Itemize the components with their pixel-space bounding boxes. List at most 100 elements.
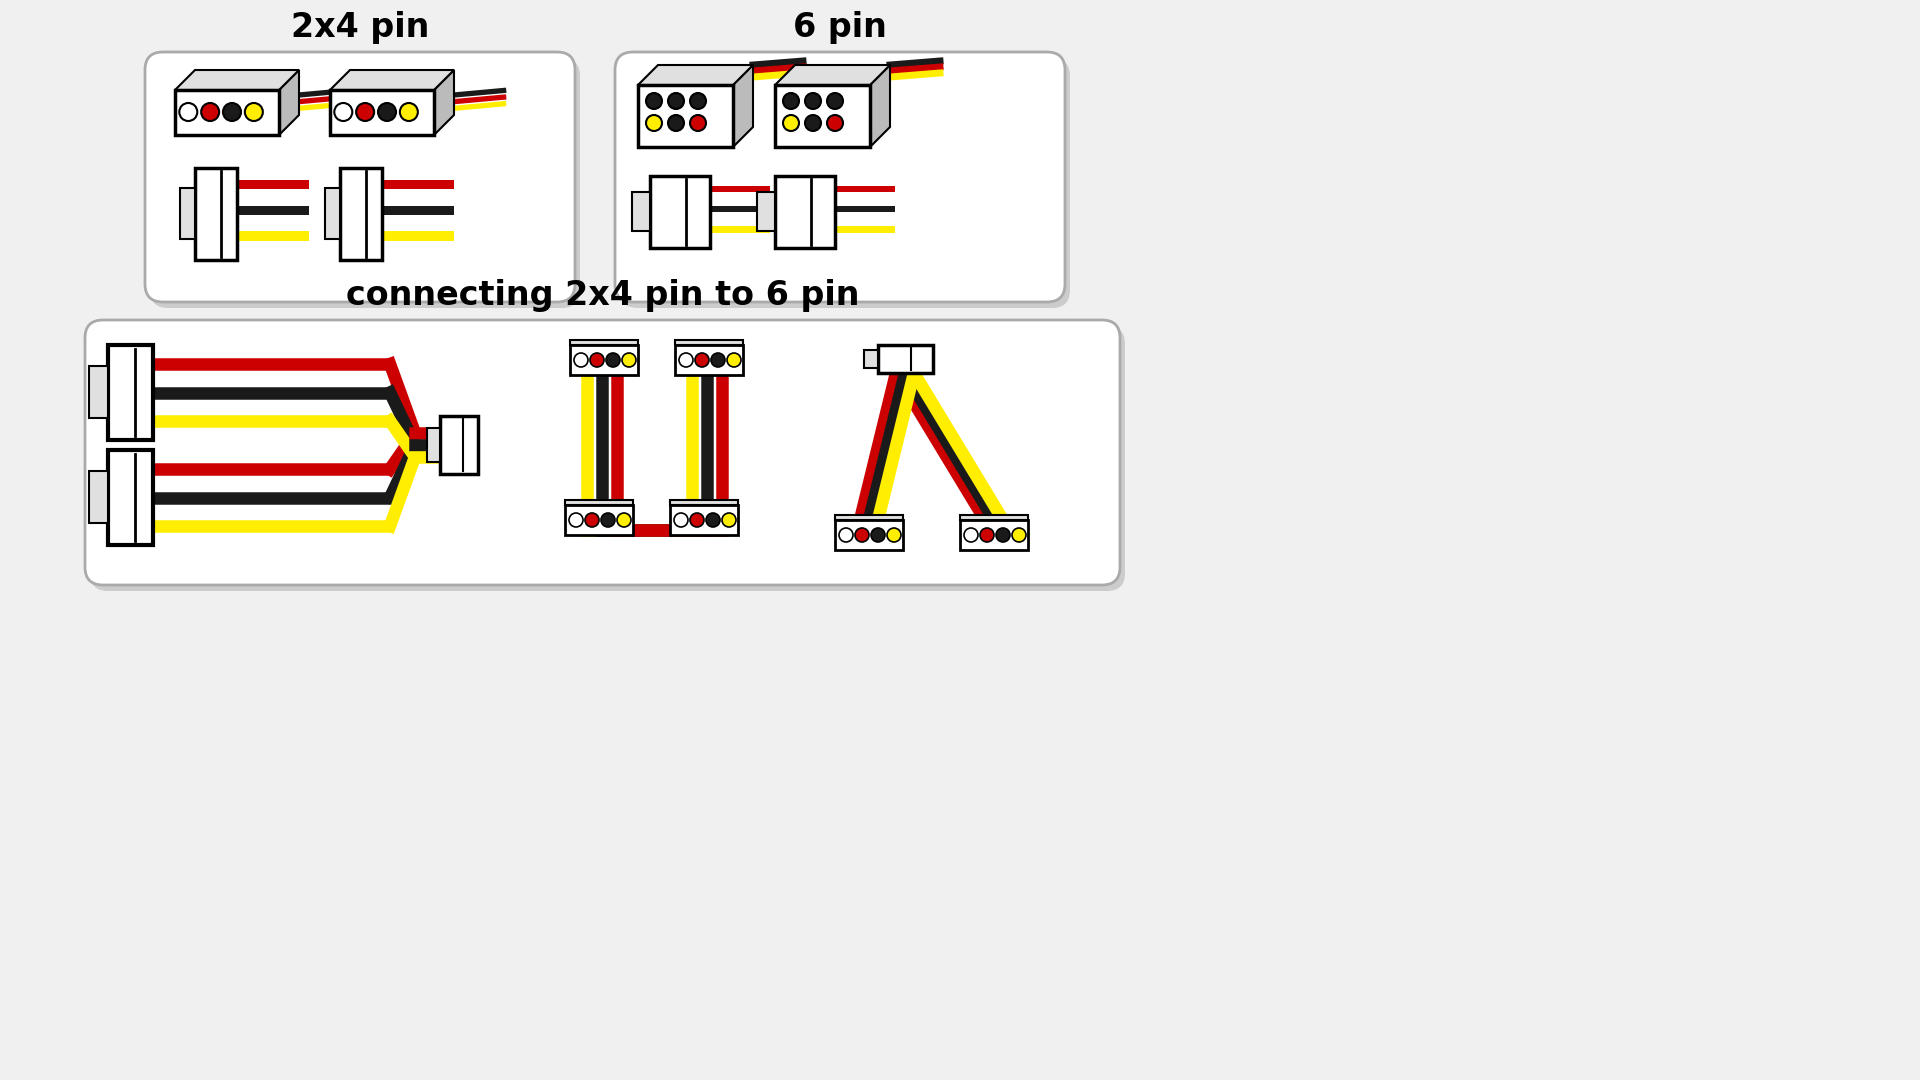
Bar: [108, 450, 154, 545]
Circle shape: [964, 528, 977, 542]
Bar: [426, 428, 440, 462]
Circle shape: [839, 528, 852, 542]
Polygon shape: [733, 65, 753, 147]
Circle shape: [568, 513, 584, 527]
Circle shape: [645, 93, 662, 109]
Bar: [236, 231, 309, 241]
Polygon shape: [434, 70, 453, 135]
Circle shape: [783, 114, 799, 131]
Bar: [632, 192, 651, 231]
Bar: [835, 186, 895, 192]
Bar: [776, 176, 835, 248]
Bar: [570, 345, 637, 375]
Bar: [676, 345, 743, 375]
Polygon shape: [175, 70, 300, 90]
Bar: [236, 180, 309, 189]
Circle shape: [722, 513, 735, 527]
Bar: [651, 176, 710, 248]
Bar: [670, 500, 737, 505]
Bar: [710, 226, 770, 232]
Bar: [236, 205, 309, 215]
Circle shape: [804, 93, 822, 109]
Bar: [710, 186, 770, 192]
Bar: [676, 340, 743, 345]
Circle shape: [804, 114, 822, 131]
Circle shape: [589, 353, 605, 367]
Circle shape: [645, 114, 662, 131]
Circle shape: [607, 353, 620, 367]
Bar: [710, 206, 770, 213]
Bar: [175, 90, 278, 135]
Bar: [864, 350, 877, 368]
Bar: [564, 505, 634, 535]
Bar: [382, 205, 453, 215]
Circle shape: [996, 528, 1010, 542]
Bar: [670, 505, 737, 535]
Circle shape: [689, 513, 705, 527]
Circle shape: [979, 528, 995, 542]
Bar: [330, 90, 434, 135]
Circle shape: [828, 114, 843, 131]
Text: connecting 2x4 pin to 6 pin: connecting 2x4 pin to 6 pin: [346, 279, 860, 312]
Circle shape: [689, 114, 707, 131]
Circle shape: [202, 103, 219, 121]
FancyBboxPatch shape: [84, 320, 1119, 585]
Circle shape: [728, 353, 741, 367]
Circle shape: [680, 353, 693, 367]
Bar: [340, 168, 382, 260]
Circle shape: [616, 513, 632, 527]
Bar: [196, 168, 236, 260]
Bar: [570, 340, 637, 345]
Circle shape: [622, 353, 636, 367]
FancyBboxPatch shape: [150, 58, 580, 308]
Polygon shape: [330, 70, 453, 90]
Bar: [960, 515, 1027, 519]
Circle shape: [887, 528, 900, 542]
Circle shape: [378, 103, 396, 121]
Circle shape: [574, 353, 588, 367]
Circle shape: [586, 513, 599, 527]
Circle shape: [707, 513, 720, 527]
Bar: [637, 85, 733, 147]
Circle shape: [668, 93, 684, 109]
Circle shape: [1012, 528, 1025, 542]
Circle shape: [689, 93, 707, 109]
Bar: [382, 180, 453, 189]
Circle shape: [355, 103, 374, 121]
Bar: [756, 192, 776, 231]
Bar: [564, 500, 634, 505]
Polygon shape: [278, 70, 300, 135]
Bar: [835, 515, 902, 519]
Bar: [88, 366, 108, 418]
FancyBboxPatch shape: [614, 52, 1066, 302]
Circle shape: [872, 528, 885, 542]
Circle shape: [246, 103, 263, 121]
Bar: [835, 206, 895, 213]
Polygon shape: [776, 65, 891, 85]
FancyBboxPatch shape: [146, 52, 574, 302]
Circle shape: [783, 93, 799, 109]
FancyBboxPatch shape: [620, 58, 1069, 308]
Polygon shape: [637, 65, 753, 85]
FancyBboxPatch shape: [90, 326, 1125, 591]
Bar: [324, 188, 340, 239]
Text: 2x4 pin: 2x4 pin: [290, 11, 430, 44]
Bar: [960, 519, 1027, 550]
Bar: [835, 519, 902, 550]
Circle shape: [223, 103, 242, 121]
Bar: [776, 85, 870, 147]
Bar: [180, 188, 196, 239]
Bar: [88, 471, 108, 523]
Circle shape: [179, 103, 198, 121]
Circle shape: [854, 528, 870, 542]
Circle shape: [674, 513, 687, 527]
Circle shape: [828, 93, 843, 109]
Bar: [440, 416, 478, 474]
Text: 6 pin: 6 pin: [793, 11, 887, 44]
Circle shape: [710, 353, 726, 367]
Polygon shape: [870, 65, 891, 147]
Circle shape: [668, 114, 684, 131]
Circle shape: [399, 103, 419, 121]
Circle shape: [334, 103, 351, 121]
Circle shape: [695, 353, 708, 367]
